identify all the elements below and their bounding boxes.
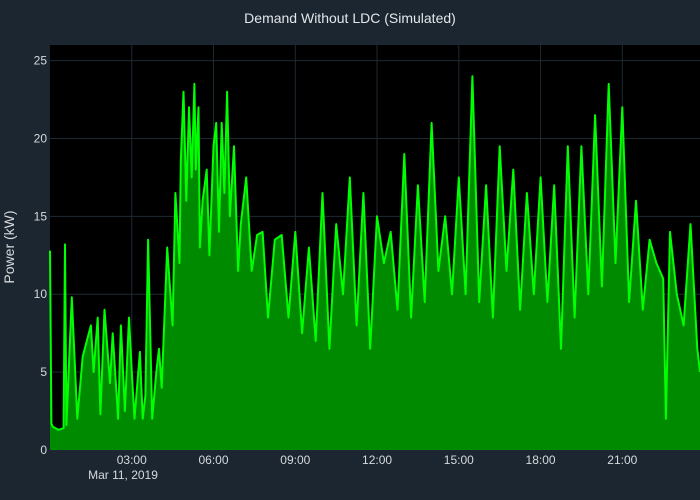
- series-line: [49, 75, 700, 431]
- chart-title: Demand Without LDC (Simulated): [244, 10, 456, 26]
- x-tick-label: 09:00: [280, 453, 310, 467]
- x-axis-ticks: 03:00 06:00 09:00 12:00 15:00 18:00 21:00: [117, 453, 638, 467]
- x-axis-date-label: Mar 11, 2019: [88, 468, 158, 482]
- x-tick-label: 03:00: [117, 453, 147, 467]
- y-tick-label: 5: [40, 365, 47, 379]
- x-tick-label: 15:00: [444, 453, 474, 467]
- x-tick-label: 12:00: [362, 453, 392, 467]
- y-tick-label: 10: [34, 287, 48, 301]
- y-tick-label: 20: [34, 131, 48, 145]
- x-tick-label: 06:00: [199, 453, 229, 467]
- x-tick-label: 18:00: [526, 453, 556, 467]
- y-axis-title: Power (kW): [1, 210, 17, 283]
- y-tick-label: 15: [34, 209, 48, 223]
- y-axis-ticks: 0 5 10 15 20 25: [34, 54, 48, 457]
- y-tick-label: 0: [40, 443, 47, 457]
- y-tick-label: 25: [34, 54, 48, 68]
- x-tick-label: 21:00: [607, 453, 637, 467]
